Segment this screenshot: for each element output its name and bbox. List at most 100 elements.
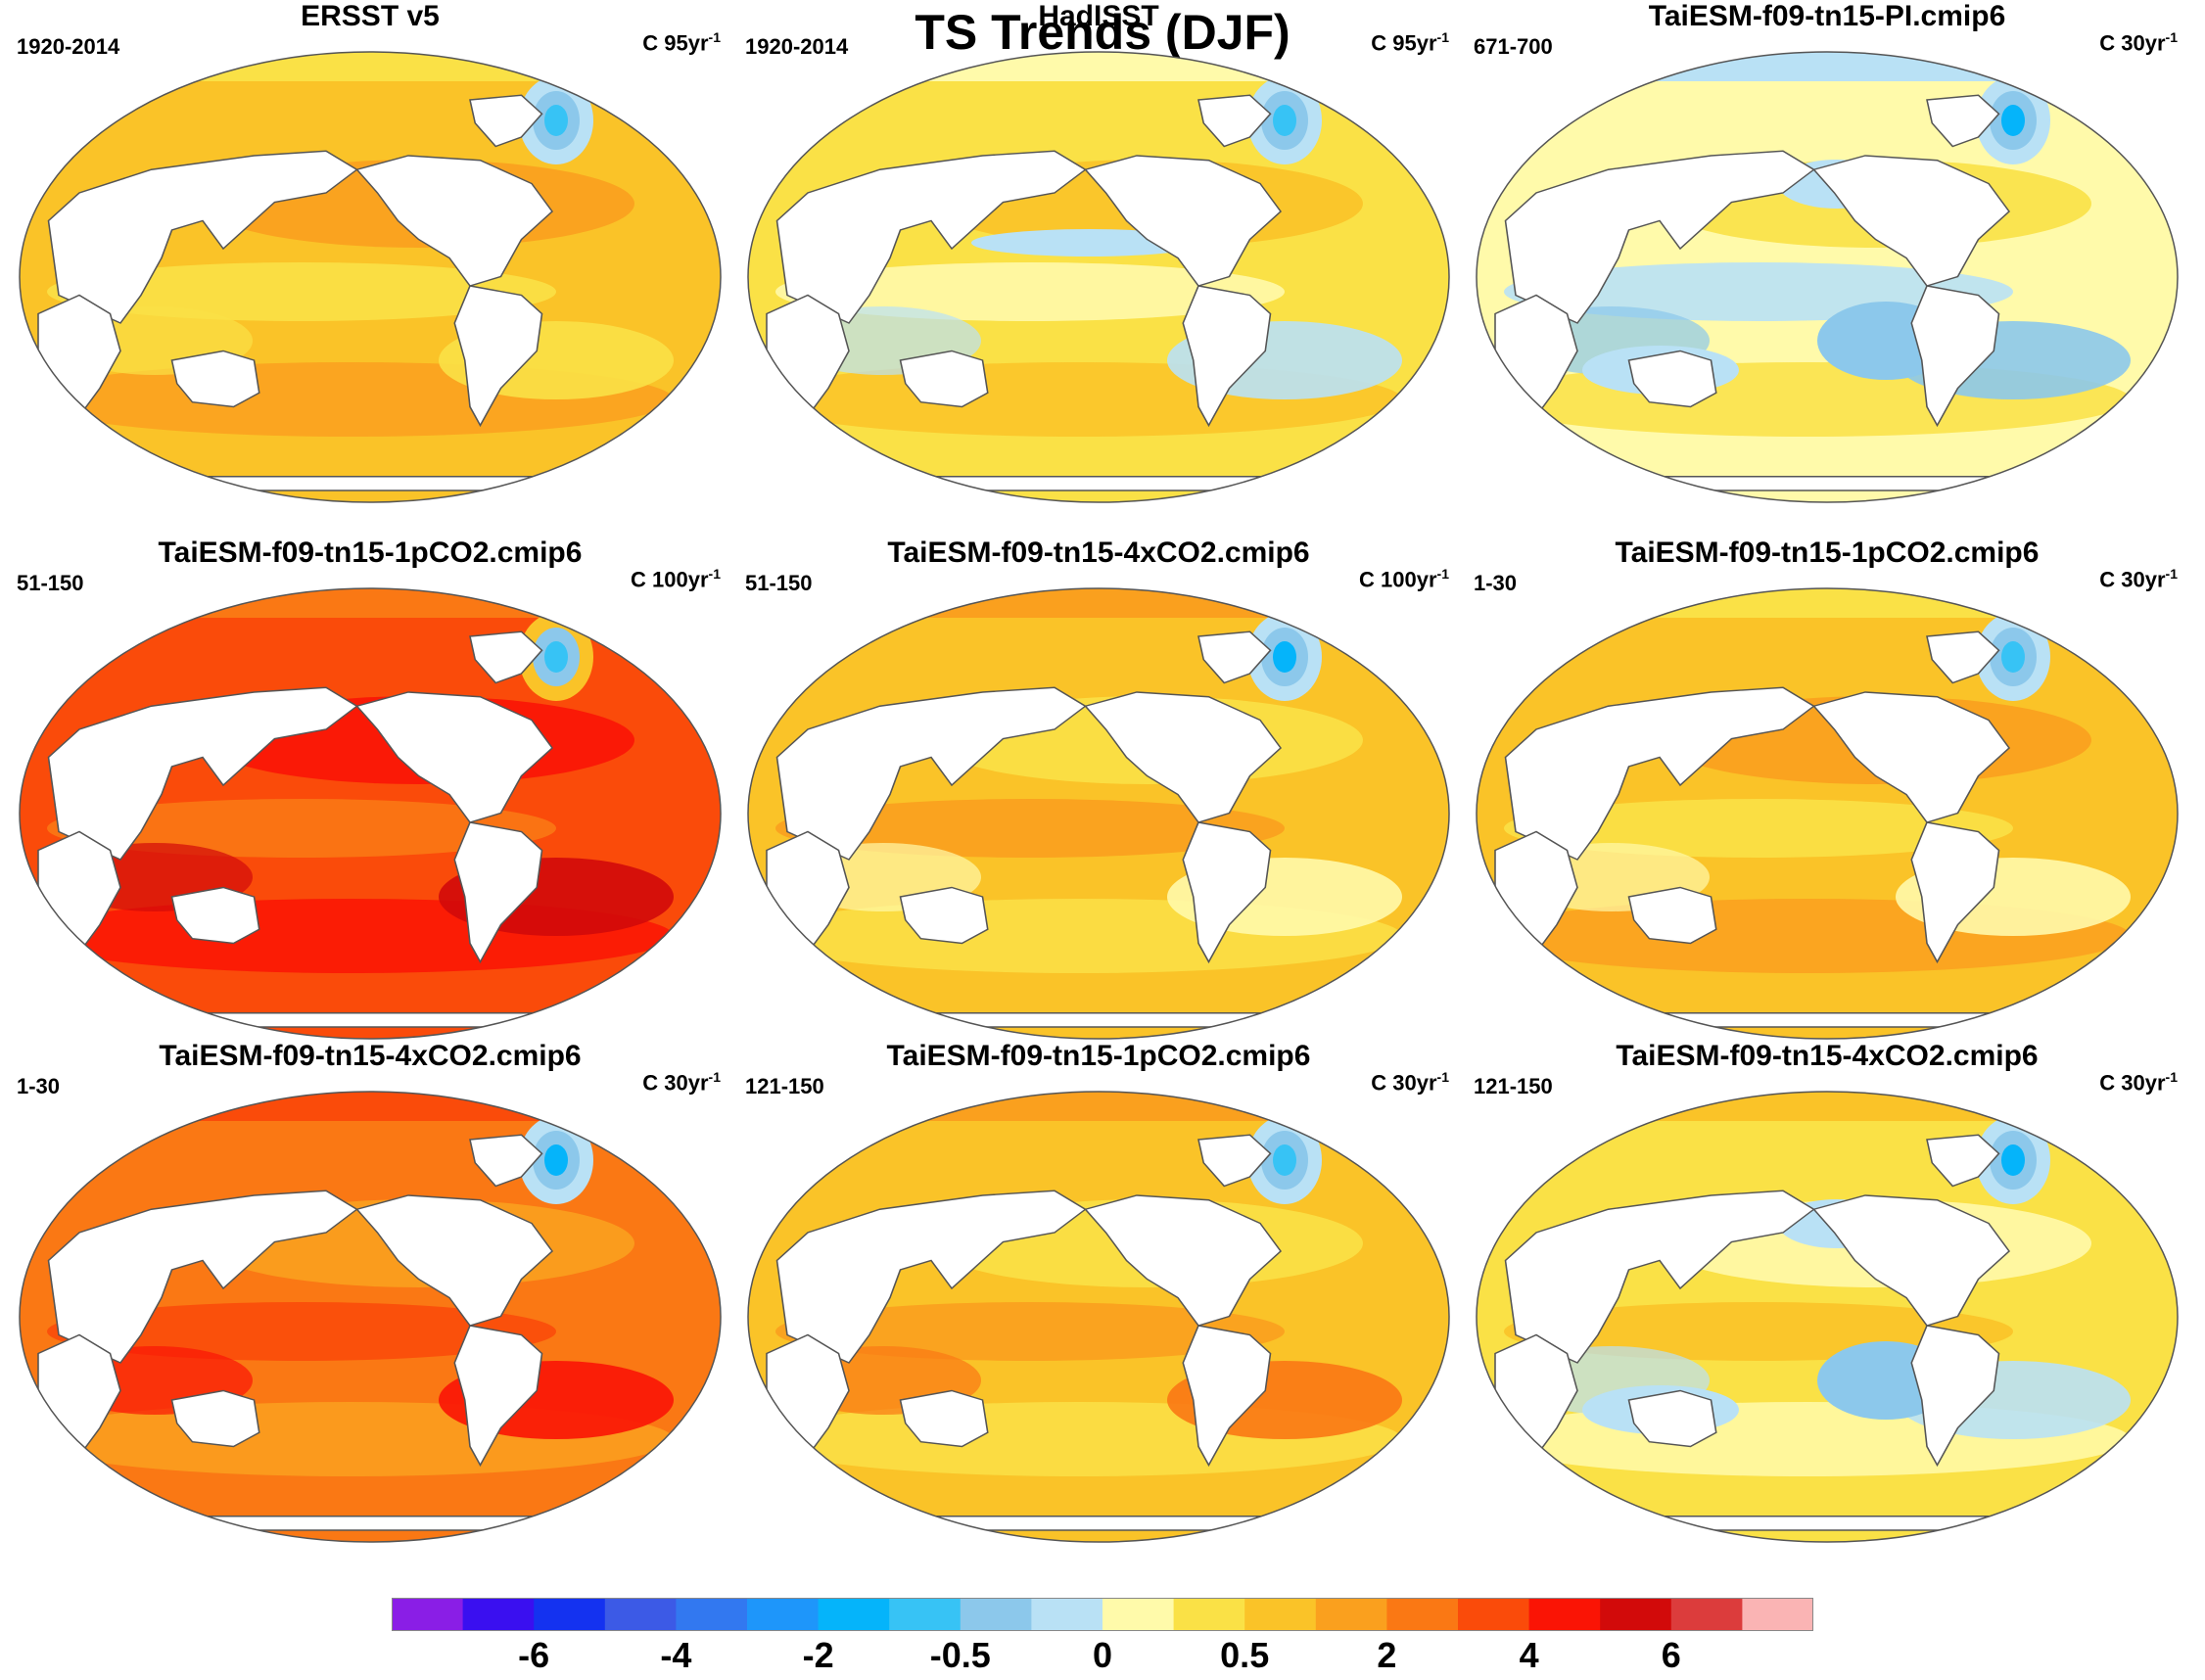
land-antarctica	[848, 476, 1405, 491]
land-namerica	[1812, 1194, 2011, 1327]
land-antarctica	[119, 476, 677, 491]
panel-period: 51-150	[17, 571, 84, 595]
land-namerica	[355, 691, 554, 823]
map-outline	[747, 51, 1450, 503]
land-namerica	[1084, 1194, 1283, 1327]
units-exponent: -1	[708, 1069, 721, 1085]
land-greenland	[1197, 1134, 1272, 1188]
units-exponent: -1	[708, 566, 721, 582]
panel-title: TaiESM-f09-tn15-4xCO2.cmip6	[1616, 1040, 2039, 1072]
colorbar-swatch	[818, 1598, 890, 1631]
units-prefix: C	[642, 30, 665, 56]
map-plot	[1476, 1091, 2179, 1543]
colorbar-swatch	[1528, 1598, 1601, 1631]
panel-units: C 30yr-1	[1371, 1069, 1449, 1096]
trend-blob	[775, 262, 1285, 321]
land-antarctica	[848, 1012, 1405, 1028]
panel-title: TaiESM-f09-tn15-1pCO2.cmip6	[158, 537, 583, 569]
colorbar-tick-label: -6	[518, 1635, 550, 1675]
colorbar-tick-label: 4	[1519, 1635, 1539, 1675]
colorbar-tick-label: -4	[660, 1635, 692, 1675]
units-prefix: C	[642, 1070, 665, 1096]
colorbar-swatch	[392, 1598, 464, 1631]
colorbar-tick-label: -2	[802, 1635, 834, 1675]
colorbar-tick-label: 0	[1092, 1635, 1113, 1675]
map-outline	[19, 587, 722, 1040]
map-plot	[19, 51, 722, 503]
land-antarctica	[1576, 1516, 2134, 1531]
colorbar-swatch	[1173, 1598, 1245, 1631]
land-australia	[170, 1389, 260, 1448]
panel-period: 121-150	[1474, 1074, 1553, 1098]
panel-units: C 30yr-1	[2099, 1069, 2178, 1096]
colorbar-swatch	[747, 1598, 820, 1631]
units-suffix: yr	[687, 1070, 709, 1096]
land-greenland	[1197, 630, 1272, 684]
units-exponent: -1	[2165, 1069, 2178, 1085]
colorbar-tick-label: 0.5	[1220, 1635, 1270, 1675]
cold-patch	[2001, 105, 2025, 136]
panel-title: TaiESM-f09-tn15-PI.cmip6	[1648, 0, 2006, 32]
map-outline	[747, 1091, 1450, 1543]
units-prefix: C	[1371, 30, 1393, 56]
land-namerica	[1084, 155, 1283, 287]
map-plot	[1476, 51, 2179, 503]
panel-period: 1-30	[1474, 571, 1518, 595]
land-eurasia	[47, 686, 358, 861]
trend-blob	[775, 1302, 1285, 1361]
panel-units: C 30yr-1	[642, 1069, 721, 1096]
land-antarctica	[1576, 1012, 2134, 1028]
units-exponent: -1	[708, 29, 721, 45]
panel-title: HadISST	[1038, 0, 1159, 32]
map-panel: TaiESM-f09-tn15-PI.cmip6 671-700 C 30yr-1	[1465, 0, 2189, 511]
colorbar-swatch	[676, 1598, 748, 1631]
colorbar-swatch	[1742, 1598, 1813, 1631]
colorbar-tick-label: 2	[1377, 1635, 1397, 1675]
map-panel: TaiESM-f09-tn15-1pCO2.cmip6 121-150 C 30yr…	[736, 1040, 1461, 1551]
map-outline	[1476, 587, 2179, 1040]
land-samerica	[453, 285, 543, 428]
cold-patch	[2001, 641, 2025, 673]
land-greenland	[1926, 1134, 2000, 1188]
panel-period: 1920-2014	[17, 34, 120, 59]
trend-blob	[775, 799, 1285, 858]
map-outline	[747, 587, 1450, 1040]
panel-period: 671-700	[1474, 34, 1553, 59]
land-greenland	[469, 94, 543, 148]
units-exponent: -1	[1436, 29, 1449, 45]
figure-title: TS Trends (DJF)	[915, 5, 1290, 60]
panel-title: TaiESM-f09-tn15-1pCO2.cmip6	[886, 1040, 1311, 1072]
land-greenland	[469, 630, 543, 684]
land-namerica	[1084, 691, 1283, 823]
land-eurasia	[775, 1190, 1087, 1364]
panel-title: ERSST v5	[301, 0, 440, 32]
trend-length: 30	[2121, 567, 2145, 592]
cold-patch	[2001, 1144, 2025, 1176]
units-prefix: C	[2099, 567, 2122, 592]
trend-blob	[1504, 799, 2013, 858]
units-suffix: yr	[1416, 567, 1437, 592]
panel-units: C 30yr-1	[2099, 566, 2178, 592]
panel-title: TaiESM-f09-tn15-4xCO2.cmip6	[887, 537, 1310, 569]
trend-length: 30	[664, 1070, 688, 1096]
map-plot	[1476, 587, 2179, 1040]
trend-length: 30	[1392, 1070, 1417, 1096]
panel-title: TaiESM-f09-tn15-1pCO2.cmip6	[1615, 537, 2040, 569]
units-exponent: -1	[1436, 1069, 1449, 1085]
land-samerica	[1182, 1325, 1272, 1468]
panel-period: 51-150	[745, 571, 813, 595]
units-prefix: C	[631, 567, 653, 592]
colorbar-swatch	[1386, 1598, 1459, 1631]
colorbar-swatch	[1244, 1598, 1317, 1631]
land-antarctica	[1576, 476, 2134, 491]
panel-units: C 30yr-1	[2099, 29, 2178, 56]
trend-blob	[47, 1302, 556, 1361]
colorbar-swatch	[604, 1598, 677, 1631]
map-panel: TaiESM-f09-tn15-1pCO2.cmip6 51-150 C 100yr…	[8, 537, 732, 1048]
trend-length: 95	[664, 30, 688, 56]
map-panel: ERSST v5 1920-2014 C 95yr-1	[8, 0, 732, 511]
map-panel: HadISST 1920-2014 C 95yr-1	[736, 0, 1461, 511]
panel-period: 1920-2014	[745, 34, 849, 59]
units-suffix: yr	[1416, 30, 1437, 56]
land-antarctica	[119, 1516, 677, 1531]
